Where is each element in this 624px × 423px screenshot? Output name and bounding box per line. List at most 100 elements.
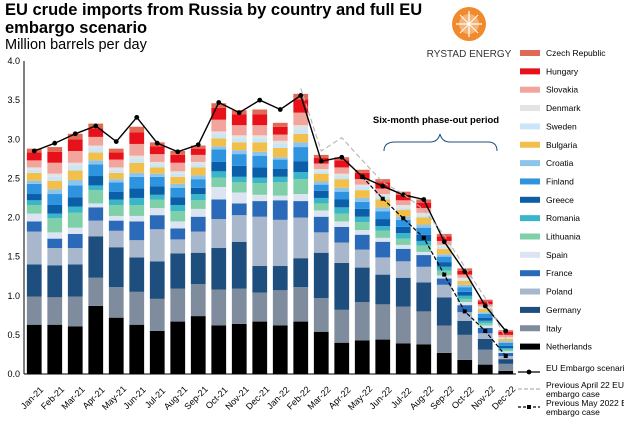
bar-segment [313,190,329,198]
embargo-scenario-point [482,303,488,309]
bar-segment [129,257,145,292]
bar-segment [498,370,514,374]
bar-segment [190,208,206,217]
bar-segment [211,131,227,135]
legend-swatch [520,233,540,240]
bar-segment [108,182,124,192]
bar-segment [375,207,391,212]
bar-segment [272,126,288,135]
legend-swatch [520,343,540,350]
bar-segment [149,176,165,187]
bar-segment [416,266,432,283]
bar-segment [354,208,370,217]
bar-segment [334,221,350,227]
bar-segment [354,234,370,250]
bar-segment [354,249,370,268]
bar-segment [211,134,227,139]
bar-segment [129,215,145,222]
bar-segment [334,199,350,208]
bar-segment [313,184,329,191]
embargo-scenario-point [298,93,304,98]
bar-segment [457,334,473,360]
embargo-scenario-point [277,107,283,112]
bar-segment [313,298,329,332]
bars [26,93,514,374]
y-tick-label: 3.0 [7,134,20,144]
bar-segment [436,236,452,241]
bar-segment [272,290,288,326]
bar-segment [26,324,42,374]
bar-segment [477,323,493,326]
legend-swatch [520,123,540,130]
bar-segment [395,209,411,217]
may-case-point [483,328,488,333]
bar-segment [170,183,186,188]
bar-segment [375,188,391,195]
bar-segment [416,311,432,345]
bar-segment [354,186,370,191]
bar-segment [457,320,473,335]
bar-segment [375,274,391,305]
bar-segment [108,204,124,216]
bar-segment [26,221,42,232]
embargo-scenario-point [31,148,37,154]
bar-segment [436,278,452,285]
bar-segment [313,232,329,253]
bar-segment [334,226,350,243]
bar-segment [231,138,247,143]
logo-text: RYSTAD ENERGY [427,49,512,60]
bar-segment [149,298,165,331]
bar-segment [313,216,329,233]
may-case-point [401,216,406,221]
bar-segment [375,211,391,220]
bar-segment [436,266,452,271]
bar-segment [313,331,329,374]
bar-segment [88,220,104,237]
bar-segment [88,152,104,161]
y-tick-label: 1.5 [7,252,20,262]
bar-segment [498,359,514,364]
bar-segment [211,103,227,108]
bar-segment [88,203,104,208]
bar-segment [252,177,268,184]
bar-segment [26,213,42,222]
bar-segment [457,291,473,296]
bar-segment [67,326,83,374]
embargo-scenario-point [72,131,78,137]
bar-segment [108,199,124,205]
bar-segment [190,216,206,232]
y-tick-label: 2.0 [7,213,20,223]
embargo-scenario-point [441,239,447,245]
bar-segment [354,302,370,341]
legend-label: Netherlands [546,342,592,352]
legend-label: Denmark [546,103,581,113]
bar-segment [211,138,227,147]
bar-segment [457,280,473,285]
bar-segment [129,155,145,159]
bar-segment [190,154,206,162]
bar-segment [416,224,432,228]
bar-segment [190,231,206,253]
bar-segment [190,161,206,165]
bar-segment [457,312,473,321]
bar-segment [293,201,309,218]
bar-segment [211,107,227,120]
bar-segment [395,204,411,208]
bar-segment [67,248,83,265]
bar-segment [26,194,42,201]
bar-segment [231,142,247,151]
legend-swatch [520,306,540,313]
bar-segment [149,229,165,262]
bar-segment [313,163,329,169]
bar-segment [354,216,370,223]
bar-segment [47,194,63,205]
bar-segment [170,171,186,174]
bar-segment [313,173,329,182]
y-tick-label: 0.0 [7,369,20,379]
bar-segment [272,157,288,160]
bar-segment [211,161,227,172]
legend-label: Croatia [546,158,574,168]
bar-segment [457,274,473,278]
bar-segment [149,215,165,230]
bar-segment [436,284,452,298]
